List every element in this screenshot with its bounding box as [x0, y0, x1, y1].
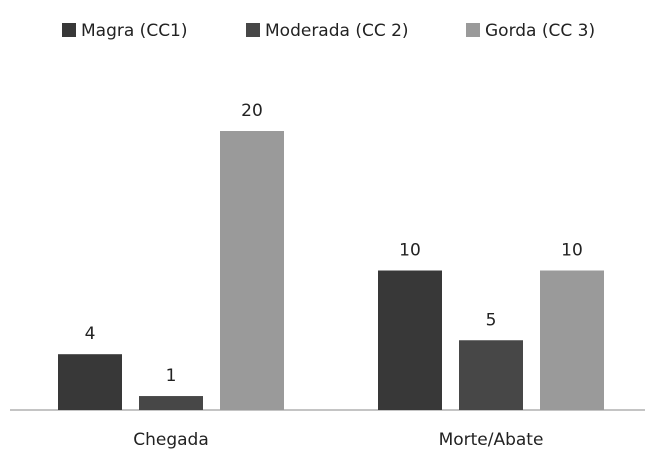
x-tick-label: Morte/Abate: [439, 430, 544, 450]
legend-swatch: [246, 23, 260, 37]
legend-swatch: [466, 23, 480, 37]
bar: [540, 270, 604, 410]
bar: [378, 270, 442, 410]
bar: [220, 131, 284, 410]
data-label: 4: [85, 324, 96, 344]
bar: [459, 340, 523, 410]
x-tick-label: Chegada: [133, 430, 209, 450]
bar: [139, 396, 203, 410]
legend-swatch: [62, 23, 76, 37]
data-label: 10: [561, 241, 583, 261]
legend-label: Gorda (CC 3): [485, 21, 595, 41]
data-label: 10: [399, 241, 421, 261]
data-label: 1: [166, 366, 177, 386]
legend-label: Magra (CC1): [81, 21, 188, 41]
data-label: 20: [241, 101, 263, 121]
legend-label: Moderada (CC 2): [265, 21, 409, 41]
data-label: 5: [486, 310, 497, 330]
bar: [58, 354, 122, 410]
